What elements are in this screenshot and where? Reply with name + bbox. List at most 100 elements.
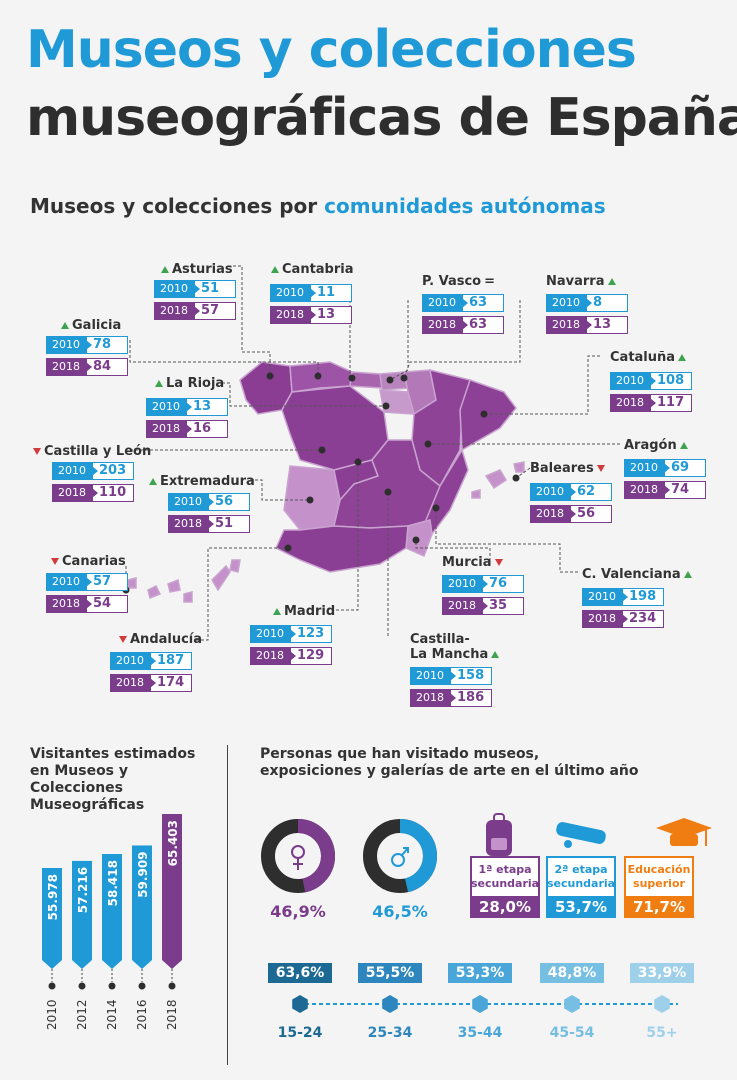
region-value: 57 (194, 302, 236, 320)
region-value: 76 (482, 575, 524, 593)
region-name-baleares: Baleares (530, 461, 608, 476)
year-label: 2010 (422, 294, 468, 312)
section-divider (227, 745, 228, 1065)
region-label: Canarias (62, 554, 126, 569)
region-value-row: 2010 108 (610, 372, 692, 390)
visitors-bar-tip (72, 960, 92, 969)
age-marker (472, 995, 488, 1013)
age-value: 48,8% (540, 963, 604, 983)
year-label: 2010 (46, 336, 92, 354)
visitors-dot (168, 982, 176, 990)
visitors-year-label: 2014 (105, 999, 119, 1030)
region-value: 108 (650, 372, 692, 390)
region-label: C. Valenciana (582, 567, 681, 582)
region-name-galicia: Galicia (58, 318, 121, 333)
age-marker (564, 995, 580, 1013)
year-label: 2018 (624, 481, 670, 499)
year-label: 2018 (582, 610, 628, 628)
year-label: 2018 (410, 689, 456, 707)
region-value: 158 (450, 667, 492, 685)
region-value: 51 (208, 515, 250, 533)
region-label: La Rioja (166, 376, 225, 391)
arrow-up-icon (161, 266, 169, 273)
visitors-bar-tip (162, 960, 182, 969)
region-value-row: 2018 56 (530, 505, 612, 523)
arrow-up-icon (61, 322, 69, 329)
region-value: 187 (150, 652, 192, 670)
year-label: 2018 (154, 302, 200, 320)
region-value: 8 (586, 294, 628, 312)
region-label: Murcia (442, 555, 492, 570)
education-label: 1ª etapa secundaria (470, 856, 540, 898)
age-value: 55,5% (358, 963, 422, 983)
region-name-navarra: Navarra (546, 274, 619, 289)
education-icons (486, 813, 712, 856)
region-value: 123 (290, 625, 332, 643)
region-label: P. Vasco (422, 274, 482, 289)
region-name-extremadura: Extremadura (146, 474, 255, 489)
visitors-bar-label: 59.909 (136, 851, 150, 897)
visitors-bar-label: 58.418 (106, 860, 120, 906)
year-label: 2018 (270, 306, 316, 324)
region-name-aragon: Aragón (624, 438, 691, 453)
region-value-row: 2010 76 (442, 575, 524, 593)
education-label: 2ª etapa secundaria (546, 856, 616, 898)
region-name-andalucia: Andalucía (116, 632, 202, 647)
graduation-cap-icon (656, 818, 712, 846)
region-value-row: 2018 186 (410, 689, 492, 707)
region-value: 198 (622, 588, 664, 606)
year-label: 2018 (250, 647, 296, 665)
year-label: 2010 (146, 398, 192, 416)
arrow-up-icon (607, 278, 616, 285)
region-value: 63 (462, 316, 504, 334)
region-value: 56 (208, 493, 250, 511)
region-value-row: 2018 54 (46, 595, 128, 613)
visitors-title: Visitantes estimados en Museos y Colecci… (30, 746, 196, 813)
persons-title: Personas que han visitado museos, exposi… (260, 746, 639, 779)
region-value-row: 2010 51 (154, 280, 236, 298)
region-value-row: 2018 110 (52, 484, 134, 502)
region-value: 54 (86, 595, 128, 613)
age-value: 33,9% (630, 963, 694, 983)
region-name-asturias: Asturias (158, 262, 233, 277)
region-value: 57 (86, 573, 128, 591)
region-value: 63 (462, 294, 504, 312)
region-name-canarias: Canarias (48, 554, 126, 569)
region-value: 74 (664, 481, 706, 499)
age-marker (654, 995, 670, 1013)
region-name-cvalenciana: C. Valenciana (582, 567, 695, 582)
arrow-up-icon (271, 266, 279, 273)
year-label: 2018 (530, 505, 576, 523)
region-value: 16 (186, 420, 228, 438)
region-value-row: 2010 123 (250, 625, 332, 643)
region-value-row: 2010 203 (52, 462, 134, 480)
region-value-row: 2018 16 (146, 420, 228, 438)
subtitle-highlight: comunidades autónomas (324, 194, 606, 218)
year-label: 2018 (52, 484, 98, 502)
visitors-bar-tip (42, 960, 62, 969)
region-label: Baleares (530, 461, 594, 476)
year-label: 2010 (168, 493, 214, 511)
region-value-row: 2010 57 (46, 573, 128, 591)
region-value: 174 (150, 674, 192, 692)
male-donut (363, 819, 437, 893)
year-label: 2010 (154, 280, 200, 298)
region-value: 117 (650, 394, 692, 412)
gender-donuts (261, 819, 437, 893)
arrow-up-icon (149, 478, 157, 485)
arrow-down-icon (596, 465, 605, 472)
year-label: 2010 (610, 372, 656, 390)
arrow-up-icon (679, 442, 688, 449)
year-label: 2010 (530, 483, 576, 501)
year-label: 2010 (582, 588, 628, 606)
region-value: 13 (310, 306, 352, 324)
arrow-down-icon (119, 636, 127, 643)
visitors-bar-label: 65.403 (166, 820, 180, 866)
education-value: 53,7% (546, 896, 616, 918)
age-marker (382, 995, 398, 1013)
region-value: 234 (622, 610, 664, 628)
backpack-icon (486, 813, 512, 856)
region-value-row: 2018 13 (546, 316, 628, 334)
male-symbol-icon (391, 853, 405, 867)
year-label: 2010 (52, 462, 98, 480)
